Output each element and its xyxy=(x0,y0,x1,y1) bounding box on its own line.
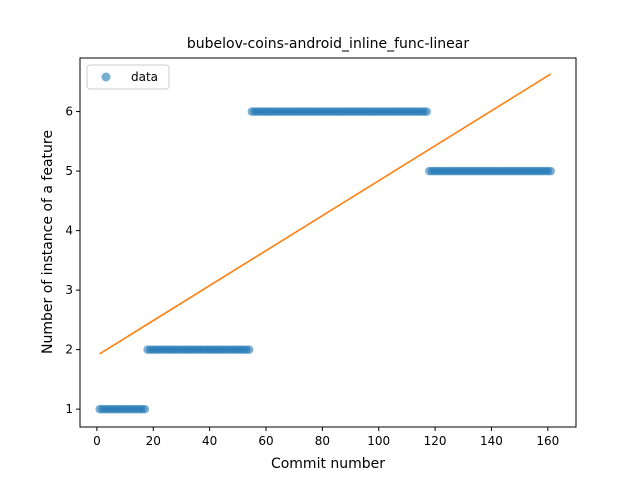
chart-title: bubelov-coins-android_inline_func-linear xyxy=(187,36,469,52)
y-tick-label: 2 xyxy=(65,343,73,357)
x-tick-label: 40 xyxy=(202,434,217,448)
y-tick-label: 4 xyxy=(65,224,73,238)
y-tick-label: 5 xyxy=(65,164,73,178)
data-point xyxy=(546,166,555,176)
legend: data xyxy=(86,64,170,90)
axes-frame xyxy=(79,57,577,428)
y-tick-label: 1 xyxy=(65,402,73,416)
x-tick-label: 20 xyxy=(146,434,161,448)
fit-line-layer xyxy=(99,73,552,355)
data-point xyxy=(244,345,254,354)
y-tick-label: 6 xyxy=(65,105,73,119)
legend-box xyxy=(86,64,170,90)
plot-area: 0 20 40 60 80 100 120 140 160 1 2 3 4 5 6 xyxy=(65,57,577,448)
legend-marker xyxy=(101,72,111,82)
data-points-layer xyxy=(95,107,555,414)
x-tick-label: 120 xyxy=(424,434,447,448)
x-axis-label: Commit number xyxy=(271,456,385,472)
x-tick-label: 60 xyxy=(258,434,273,448)
x-tick-label: 80 xyxy=(315,434,330,448)
fit-line xyxy=(99,73,552,355)
x-tick-label: 0 xyxy=(93,434,101,448)
y-axis-ticks: 1 2 3 4 5 6 xyxy=(65,105,80,416)
y-axis-label: Number of instance of a feature xyxy=(40,130,56,354)
y-tick-label: 3 xyxy=(65,283,73,297)
x-tick-label: 100 xyxy=(367,434,390,448)
data-point xyxy=(140,404,150,414)
legend-label-data: data xyxy=(131,70,158,84)
x-axis-ticks: 0 20 40 60 80 100 120 140 160 xyxy=(93,427,559,448)
x-tick-label: 140 xyxy=(480,434,503,448)
x-tick-label: 160 xyxy=(536,434,559,448)
data-point xyxy=(422,107,431,116)
